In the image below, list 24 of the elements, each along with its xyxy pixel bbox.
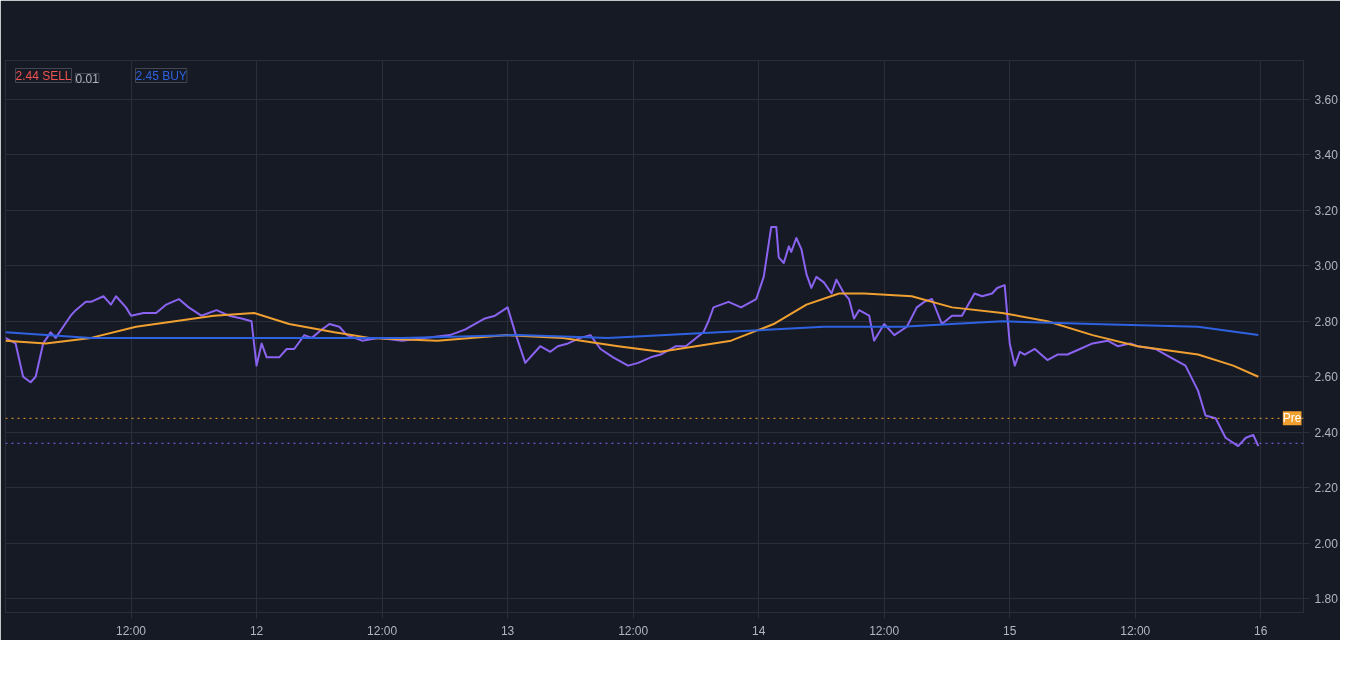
x-tick-label: 14 [752,623,766,638]
x-tick-label: 12:00 [869,623,900,638]
y-tick-label: 2.00 [1314,536,1339,551]
y-tick-label: 3.40 [1314,148,1339,163]
y-tick-label: 3.60 [1314,92,1339,107]
x-tick-label: 12:00 [367,623,398,638]
annotation: 2.44 SELL [15,68,72,83]
x-tick-label: 16 [1254,623,1268,638]
x-tick-label: 12:00 [1120,623,1151,638]
x-tick-label: 15 [1003,623,1017,638]
ref-line-label: Pre [1282,411,1302,426]
y-tick-label: 3.20 [1314,203,1339,218]
y-tick-label: 1.80 [1314,592,1339,607]
y-tick-label: 2.60 [1314,370,1339,385]
x-tick-label: 12 [249,623,264,638]
x-tick-label: 13 [500,623,515,638]
y-tick-label: 2.40 [1314,425,1339,440]
y-tick-label: 2.80 [1314,314,1339,329]
y-tick-label: 2.20 [1314,481,1339,496]
x-tick-label: 12:00 [116,623,147,638]
x-tick-label: 12:00 [618,623,649,638]
annotation: 2.45 BUY [135,68,187,83]
y-tick-label: 3.00 [1314,259,1339,274]
annotation: 0.01 [75,71,100,86]
